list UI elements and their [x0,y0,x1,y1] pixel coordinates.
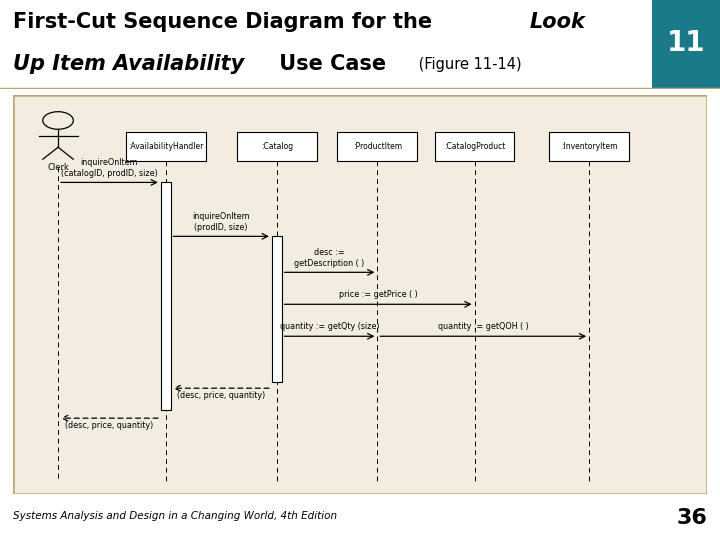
Text: (desc, price, quantity): (desc, price, quantity) [177,392,265,400]
Text: First-Cut Sequence Diagram for the: First-Cut Sequence Diagram for the [13,12,439,32]
Text: quantity := getQty (size): quantity := getQty (size) [279,322,379,332]
Text: :CatalogProduct: :CatalogProduct [444,143,505,151]
Text: desc :=
getDescription ( ): desc := getDescription ( ) [294,248,364,267]
Text: (desc, price, quantity): (desc, price, quantity) [66,421,153,430]
Bar [435,132,514,161]
Text: :AvailabilityHandler: :AvailabilityHandler [128,143,203,151]
Bar [161,183,171,410]
Bar [652,0,720,89]
Text: :Catalog: :Catalog [261,143,293,151]
Text: quantity := getQOH ( ): quantity := getQOH ( ) [438,322,528,332]
Text: Use Case: Use Case [272,54,387,74]
Text: (Figure 11-14): (Figure 11-14) [414,57,521,72]
Text: price := getPrice ( ): price := getPrice ( ) [338,291,418,300]
Bar [549,132,629,161]
Text: 11: 11 [667,29,706,57]
Bar [126,132,206,161]
Text: Clerk: Clerk [47,163,69,172]
Text: :InventoryItem: :InventoryItem [561,143,617,151]
Text: inquireOnItem
(prodID, size): inquireOnItem (prodID, size) [192,212,250,232]
Bar [272,237,282,382]
Text: inquireOnItem
(catalogID, prodID, size): inquireOnItem (catalogID, prodID, size) [61,158,158,178]
Text: Look: Look [529,12,585,32]
Bar [237,132,317,161]
Text: Up Item Availability: Up Item Availability [13,54,244,74]
Text: 36: 36 [676,508,707,528]
Text: :ProductItem: :ProductItem [353,143,402,151]
Text: Systems Analysis and Design in a Changing World, 4th Edition: Systems Analysis and Design in a Changin… [13,511,337,521]
Bar [338,132,418,161]
